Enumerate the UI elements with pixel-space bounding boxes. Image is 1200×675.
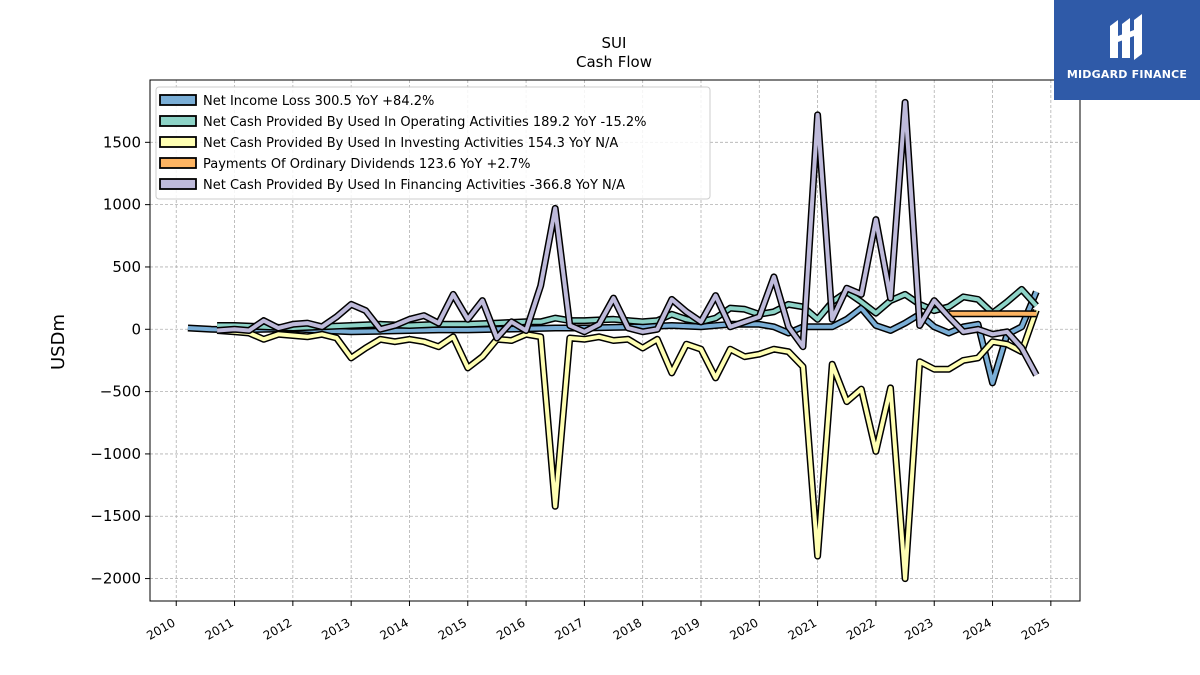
y-tick-label: −1000 bbox=[90, 445, 141, 463]
x-tick-label: 2018 bbox=[611, 615, 644, 642]
x-tick-label: 2015 bbox=[436, 615, 469, 642]
y-tick-label: −500 bbox=[100, 383, 141, 401]
y-tick-label: −2000 bbox=[90, 570, 141, 588]
plot-frame bbox=[149, 79, 1081, 602]
legend-label: Payments Of Ordinary Dividends 123.6 YoY… bbox=[203, 157, 530, 172]
chart-title: SUI bbox=[602, 34, 627, 52]
legend-swatch bbox=[159, 115, 197, 127]
y-tick-label: 0 bbox=[131, 320, 141, 338]
y-tick-label: 1500 bbox=[103, 133, 141, 151]
x-tick-label: 2022 bbox=[844, 615, 877, 642]
x-tick-label: 2021 bbox=[786, 615, 819, 642]
x-tick-label: 2011 bbox=[203, 615, 236, 642]
series-line bbox=[216, 309, 1039, 581]
logo-mark-icon bbox=[1110, 14, 1142, 60]
series-line bbox=[216, 100, 1039, 376]
chart-subtitle: Cash Flow bbox=[576, 53, 652, 71]
x-tick-label: 2014 bbox=[378, 615, 411, 642]
x-tick-label: 2020 bbox=[727, 615, 760, 642]
legend-label: Net Income Loss 300.5 YoY +84.2% bbox=[203, 94, 434, 109]
x-tick-label: 2012 bbox=[261, 615, 294, 642]
x-tick-label: 2017 bbox=[552, 615, 585, 642]
y-tick-label: 500 bbox=[112, 258, 141, 276]
legend-swatch bbox=[159, 136, 197, 148]
x-tick-label: 2013 bbox=[319, 615, 352, 642]
brand-logo: MIDGARD FINANCE bbox=[1054, 0, 1200, 100]
legend: Net Income Loss 300.5 YoY +84.2% Net Cash… bbox=[155, 86, 711, 200]
legend-swatch bbox=[159, 157, 197, 169]
x-tick-label: 2010 bbox=[144, 615, 177, 642]
y-tick-label: −1500 bbox=[90, 507, 141, 525]
y-axis-label: USDm bbox=[48, 314, 69, 370]
y-axis: −2000 −1500 −1000 −500 0 500 1000 1500 bbox=[90, 133, 150, 588]
x-tick-label: 2025 bbox=[1019, 615, 1052, 642]
legend-swatch bbox=[159, 94, 197, 106]
y-tick-label: 1000 bbox=[103, 196, 141, 214]
legend-label: Net Cash Provided By Used In Investing A… bbox=[203, 136, 618, 151]
x-tick-label: 2016 bbox=[494, 615, 527, 642]
x-tick-label: 2019 bbox=[669, 615, 702, 642]
x-tick-label: 2023 bbox=[902, 615, 935, 642]
x-tick-label: 2024 bbox=[961, 615, 994, 642]
x-axis: 2010 2011 2012 2013 2014 2015 2016 2017 2018 2019… bbox=[144, 601, 1052, 643]
legend-box bbox=[155, 86, 711, 200]
series-layer bbox=[187, 98, 1040, 583]
legend-swatch bbox=[159, 178, 197, 190]
brand-name: MIDGARD FINANCE bbox=[1066, 68, 1188, 81]
legend-label: Net Cash Provided By Used In Financing A… bbox=[203, 178, 625, 193]
legend-label: Net Cash Provided By Used In Operating A… bbox=[203, 115, 646, 130]
